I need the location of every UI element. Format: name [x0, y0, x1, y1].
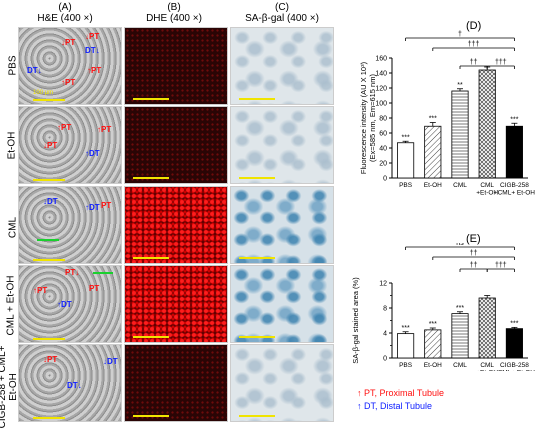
x-tick-label: CML: [453, 362, 467, 369]
comparison-label: †††: [495, 59, 507, 66]
panel-c-letter: (C): [275, 2, 289, 13]
sa-tile-cml: [230, 186, 334, 264]
panel-a-header: (A) H&E (400 ×): [10, 2, 120, 24]
legend: ↑ PT, Proximal Tubule ↑ DT, Distal Tubul…: [357, 387, 444, 413]
y-tick-label: 120: [375, 86, 387, 93]
x-tick-label: CML: [480, 362, 494, 369]
y-axis-label-2: (Ex=585 nm, Em=615 nm): [368, 74, 377, 162]
x-tick-label: Et-OH: [424, 362, 442, 369]
sa-tile-pbs: [230, 27, 334, 105]
x-tick-label: CIGB-258: [500, 362, 529, 369]
comparison-label: †††: [468, 41, 480, 48]
x-tick-label: Et-OH: [424, 182, 442, 189]
row-label-etoh: Et-OH: [6, 131, 18, 160]
y-axis-label: SA-β-gal stained area (%): [351, 277, 360, 364]
comparison-label: †††: [495, 262, 507, 269]
significance-mark: ***: [429, 116, 437, 123]
y-tick-label: 0: [383, 356, 387, 363]
scale-bar: [33, 99, 65, 101]
panel-c-title: SA-β-gal (400 ×): [245, 13, 319, 24]
y-tick-label: 12: [379, 281, 387, 288]
significance-mark: ***: [510, 320, 518, 327]
y-tick-label: 80: [379, 116, 387, 123]
dhe-tile-cml-etoh: [124, 265, 228, 343]
dhe-tile-pbs: [124, 27, 228, 105]
row-label-cigb: CIGB-258 + CML+ Et-OH: [0, 345, 19, 429]
significance-mark: ***: [402, 325, 410, 332]
significance-mark: ***: [456, 305, 464, 312]
he-tile-etoh: ↑PT ↓PT ↑DT ↑PT: [18, 106, 122, 184]
significance-mark: **: [457, 82, 463, 89]
y-tick-label: 160: [375, 56, 387, 63]
sa-tile-etoh: [230, 106, 334, 184]
bar: [451, 90, 469, 179]
scale-label: 100 µm: [33, 90, 54, 96]
row-label-cml: CML: [7, 216, 19, 239]
x-tick-label: +CML+ Et-OH: [494, 370, 535, 372]
sa-tile-cigb: [230, 344, 334, 422]
x-tick-label: +CML+ Et-OH: [494, 190, 535, 197]
y-axis-label: Fluorescence intensity (AU X 10³): [359, 61, 368, 174]
bar: [505, 328, 523, 359]
row-label-cml-etoh: CML + Et-OH: [5, 275, 17, 336]
bar: [478, 69, 496, 179]
comparison-label: ns: [456, 243, 464, 247]
comparison-label: ††: [470, 250, 478, 257]
legend-pt: ↑ PT, Proximal Tubule: [357, 388, 445, 398]
bar: [397, 142, 415, 179]
y-tick-label: 8: [383, 306, 387, 313]
fluorescence-chart: 0 20 40 60 80 100 120 140 160 Fluorescence intens…: [359, 31, 535, 197]
panel-b-header: (B) DHE (400 ×): [122, 2, 226, 24]
y-tick-label: 0: [383, 176, 387, 183]
bar: [424, 329, 442, 359]
he-tile-cigb: ↓PT ↓DT DT↓: [18, 344, 122, 422]
x-tick-label: CIGB-258: [500, 182, 529, 189]
significance-mark: ***: [429, 321, 437, 328]
comparison-label: ††: [470, 59, 478, 66]
legend-dt: ↑ DT, Distal Tubule: [357, 401, 433, 411]
bar: [397, 333, 415, 359]
panel-a-letter: (A): [58, 2, 72, 13]
panel-a-title: H&E (400 ×): [37, 13, 93, 24]
bar: [451, 313, 469, 359]
dhe-tile-cigb: [124, 344, 228, 422]
significance-mark: ***: [402, 134, 410, 141]
bar: [478, 297, 496, 359]
panel-c-header: (C) SA-β-gal (400 ×): [229, 2, 335, 24]
significance-mark: ***: [510, 116, 518, 123]
row-label-pbs: PBS: [7, 55, 19, 76]
x-tick-label: PBS: [399, 182, 413, 189]
y-tick-label: 100: [375, 101, 387, 108]
bar: [424, 125, 442, 179]
x-tick-label: CML: [453, 182, 467, 189]
y-tick-label: 140: [375, 71, 387, 78]
panel-d-letter: (D): [466, 20, 482, 32]
bar: [505, 125, 523, 179]
comparison-label: †: [458, 31, 462, 38]
he-tile-cml-etoh: ↑PT PT↓ ↑DT PT: [18, 265, 122, 343]
sa-gal-chart: 0 4 8 12 SA-β-gal stained area (%) *** PBS *** E…: [351, 243, 535, 372]
y-tick-label: 40: [379, 146, 387, 153]
x-tick-label: CML: [480, 182, 494, 189]
he-tile-cml: ↓DT ↑DT PT: [18, 186, 122, 264]
x-tick-label: +Et-OH: [476, 190, 498, 197]
he-tile-pbs: ↓PT ↓PT DT↓ DT↓ ↑PT ↑PT 100 µm: [18, 27, 122, 105]
panel-b-title: DHE (400 ×): [146, 13, 202, 24]
panel-e-letter: (E): [466, 233, 481, 245]
y-tick-label: 60: [379, 131, 387, 138]
dhe-tile-cml: [124, 186, 228, 264]
y-tick-label: 4: [383, 331, 387, 338]
x-tick-label: +Et-OH: [476, 370, 498, 372]
y-tick-label: 20: [379, 161, 387, 168]
sa-tile-cml-etoh: [230, 265, 334, 343]
x-tick-label: PBS: [399, 362, 413, 369]
dhe-tile-etoh: [124, 106, 228, 184]
panel-b-letter: (B): [167, 2, 181, 13]
comparison-label: ††: [470, 262, 478, 269]
